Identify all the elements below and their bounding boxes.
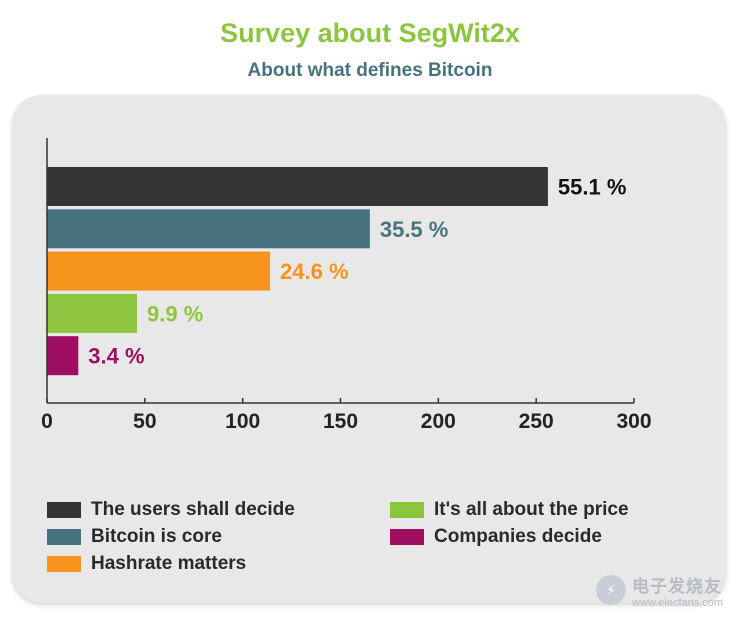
x-tick-label: 0	[41, 410, 53, 433]
watermark-chinese: 电子发烧友	[632, 576, 722, 596]
bar-value-label-1: 55.1 %	[558, 175, 627, 200]
bar-3	[47, 251, 271, 291]
bar-2	[47, 209, 370, 249]
bar-value-label-3: 24.6 %	[280, 259, 349, 284]
legend-item-1: The users shall decide	[47, 499, 295, 521]
bar-value-label-4: 9.9 %	[147, 301, 203, 326]
x-tick-label: 50	[133, 410, 156, 433]
legend-swatch	[390, 502, 424, 518]
dian-zi-logo-icon: ⚡	[596, 575, 626, 605]
legend-swatch	[390, 529, 424, 545]
legend-item-5: Companies decide	[390, 526, 602, 548]
legend-item-3: Hashrate matters	[47, 553, 246, 575]
legend-label: Companies decide	[434, 526, 602, 547]
watermark-url: www.elecfans.com	[632, 596, 724, 609]
legend-swatch	[47, 529, 81, 545]
bar-value-label-5: 3.4 %	[88, 344, 144, 369]
bar-1	[47, 167, 548, 206]
legend-label: It's all about the price	[434, 499, 629, 520]
legend-label: Hashrate matters	[91, 553, 247, 574]
legend-swatch	[47, 556, 81, 572]
legend-label: Bitcoin is core	[91, 526, 222, 547]
bar-4	[47, 293, 138, 333]
x-tick-label: 300	[616, 410, 651, 433]
bar-5	[47, 336, 79, 376]
x-tick-label: 200	[421, 410, 456, 433]
x-tick-label: 150	[323, 410, 358, 433]
x-tick-label: 250	[519, 410, 554, 433]
legend-item-4: It's all about the price	[390, 499, 629, 521]
x-tick-label: 100	[225, 410, 260, 433]
watermark: ⚡ 电子发烧友 www.elecfans.com	[596, 568, 730, 612]
legend-item-2: Bitcoin is core	[47, 526, 222, 548]
bar-value-label-2: 35.5 %	[380, 217, 449, 242]
legend-swatch	[47, 502, 81, 518]
chart-title: Survey about SegWit2x	[220, 18, 520, 48]
chart-subtitle: About what defines Bitcoin	[247, 60, 493, 81]
legend-label: The users shall decide	[91, 499, 295, 520]
